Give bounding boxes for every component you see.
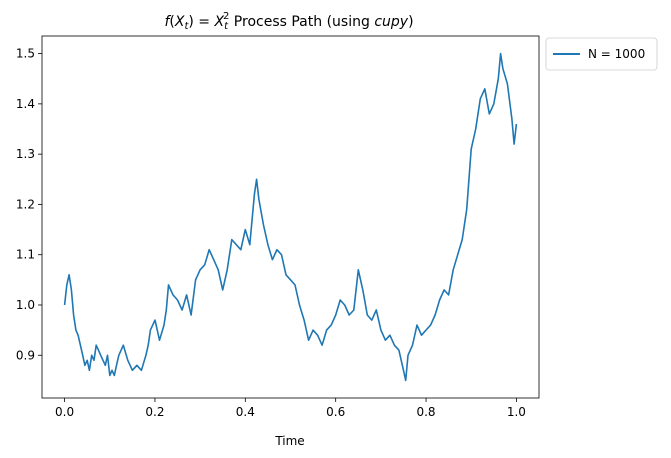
y-tick-label: 1.4: [16, 97, 35, 111]
x-tick-label: 0.0: [55, 405, 74, 419]
x-tick-label: 0.6: [326, 405, 345, 419]
legend: N = 1000: [545, 37, 658, 71]
legend-label: N = 1000: [588, 47, 645, 61]
series-line: [63, 52, 518, 382]
x-tick-label: 0.8: [416, 405, 435, 419]
x-tick-label: 0.4: [236, 405, 255, 419]
chart-title: f(Xt) = Xt2 Process Path (using cupy): [164, 11, 413, 32]
plot-frame: [41, 35, 540, 399]
y-tick-label: 1.2: [16, 197, 35, 211]
legend-frame: [545, 37, 658, 71]
x-axis-label: Time: [274, 434, 304, 448]
y-tick-label: 1.0: [16, 298, 35, 312]
y-tick-label: 1.5: [16, 47, 35, 61]
x-tick-label: 1.0: [507, 405, 526, 419]
plot-area: [41, 35, 540, 399]
x-tick-label: 0.2: [145, 405, 164, 419]
y-tick-label: 0.9: [16, 348, 35, 362]
x-axis: 0.0 0.2 0.4 0.6 0.8 1.0: [55, 398, 526, 419]
y-tick-label: 1.1: [16, 248, 35, 262]
series-layer: [63, 52, 518, 382]
y-axis: 0.9 1.0 1.1 1.2 1.3 1.4 1.5: [16, 47, 42, 362]
y-tick-label: 1.3: [16, 147, 35, 161]
